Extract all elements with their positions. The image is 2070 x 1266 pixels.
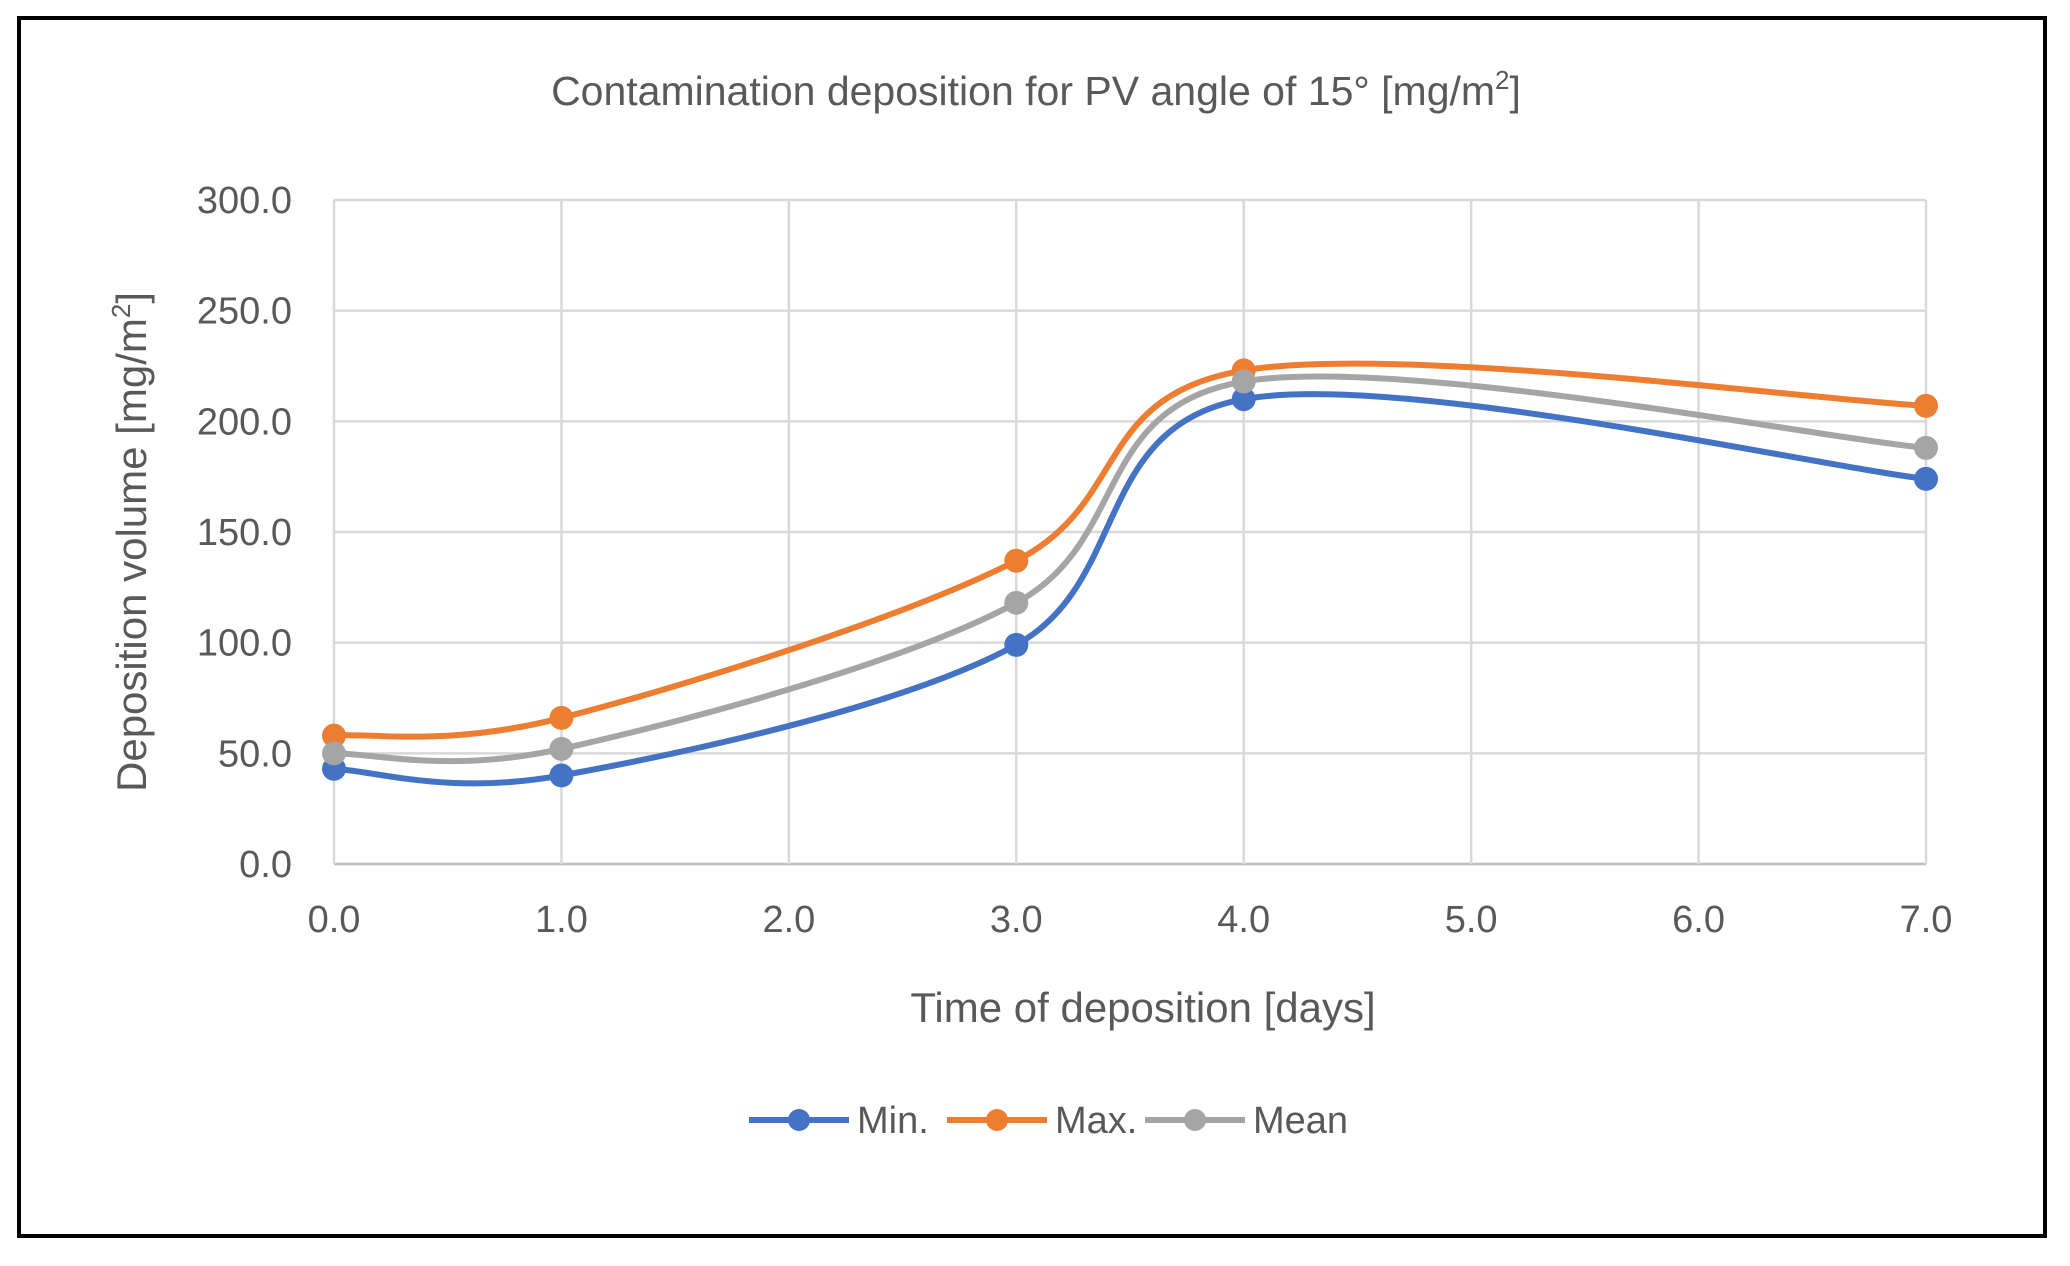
- chart-svg: 0.0 50.0 100.0 150.0 200.0 250.0 300.0 0.0 1.0 2.…: [106, 65, 1953, 1142]
- y-tick-label: 250.0: [197, 291, 292, 333]
- series-layer: [322, 358, 1938, 788]
- legend-label-mean: Mean: [1253, 1100, 1348, 1142]
- legend-item-min: Min.: [749, 1100, 929, 1142]
- chart-frame: 0.0 50.0 100.0 150.0 200.0 250.0 300.0 0.0 1.0 2.…: [17, 16, 2047, 1238]
- data-point-min: [1231, 387, 1256, 412]
- y-tick-label: 50.0: [218, 733, 292, 775]
- y-tick-label: 150.0: [197, 512, 292, 554]
- data-point-max: [1004, 548, 1029, 573]
- data-point-mean: [549, 736, 574, 761]
- legend-item-max: Max.: [947, 1100, 1137, 1142]
- legend: Min. Max. Mean: [749, 1100, 1348, 1142]
- x-tick-label: 3.0: [990, 899, 1043, 941]
- data-point-min: [1914, 466, 1938, 491]
- data-point-min: [549, 763, 574, 788]
- data-point-max: [1914, 393, 1938, 418]
- grid-layer: [332, 198, 1928, 866]
- y-tick-label: 300.0: [197, 180, 292, 222]
- legend-label-min: Min.: [857, 1100, 929, 1142]
- legend-marker-max: [986, 1109, 1008, 1131]
- tick-layer: 0.0 50.0 100.0 150.0 200.0 250.0 300.0 0.0 1.0 2.…: [197, 180, 1953, 941]
- x-tick-label: 7.0: [1900, 899, 1953, 941]
- legend-item-mean: Mean: [1145, 1100, 1348, 1142]
- series-line-max: [333, 360, 1927, 740]
- legend-label-max: Max.: [1055, 1100, 1137, 1142]
- data-point-max: [549, 705, 574, 730]
- data-point-mean: [322, 741, 346, 766]
- y-tick-label: 100.0: [197, 623, 292, 665]
- series-mean: [322, 369, 1938, 766]
- x-tick-label: 1.0: [535, 899, 588, 941]
- data-point-mean: [1004, 590, 1029, 615]
- series-line-min: [333, 391, 1927, 787]
- y-axis-title: Deposition volume [mg/m2]: [106, 292, 155, 792]
- x-axis-title: Time of deposition [days]: [910, 984, 1375, 1031]
- legend-marker-mean: [1184, 1109, 1206, 1131]
- data-point-mean: [1914, 435, 1938, 460]
- x-tick-label: 2.0: [762, 899, 815, 941]
- x-tick-label: 0.0: [308, 899, 361, 941]
- series-line-mean: [333, 373, 1927, 765]
- y-tick-label: 200.0: [197, 401, 292, 443]
- data-point-mean: [1231, 369, 1256, 394]
- y-tick-label: 0.0: [239, 844, 292, 886]
- x-tick-label: 6.0: [1672, 899, 1725, 941]
- data-point-max: [322, 723, 346, 748]
- legend-marker-min: [788, 1109, 810, 1131]
- x-tick-label: 4.0: [1217, 899, 1270, 941]
- x-tick-label: 5.0: [1445, 899, 1498, 941]
- chart-title: Contamination deposition for PV angle of…: [551, 65, 1521, 114]
- data-point-min: [1004, 632, 1029, 657]
